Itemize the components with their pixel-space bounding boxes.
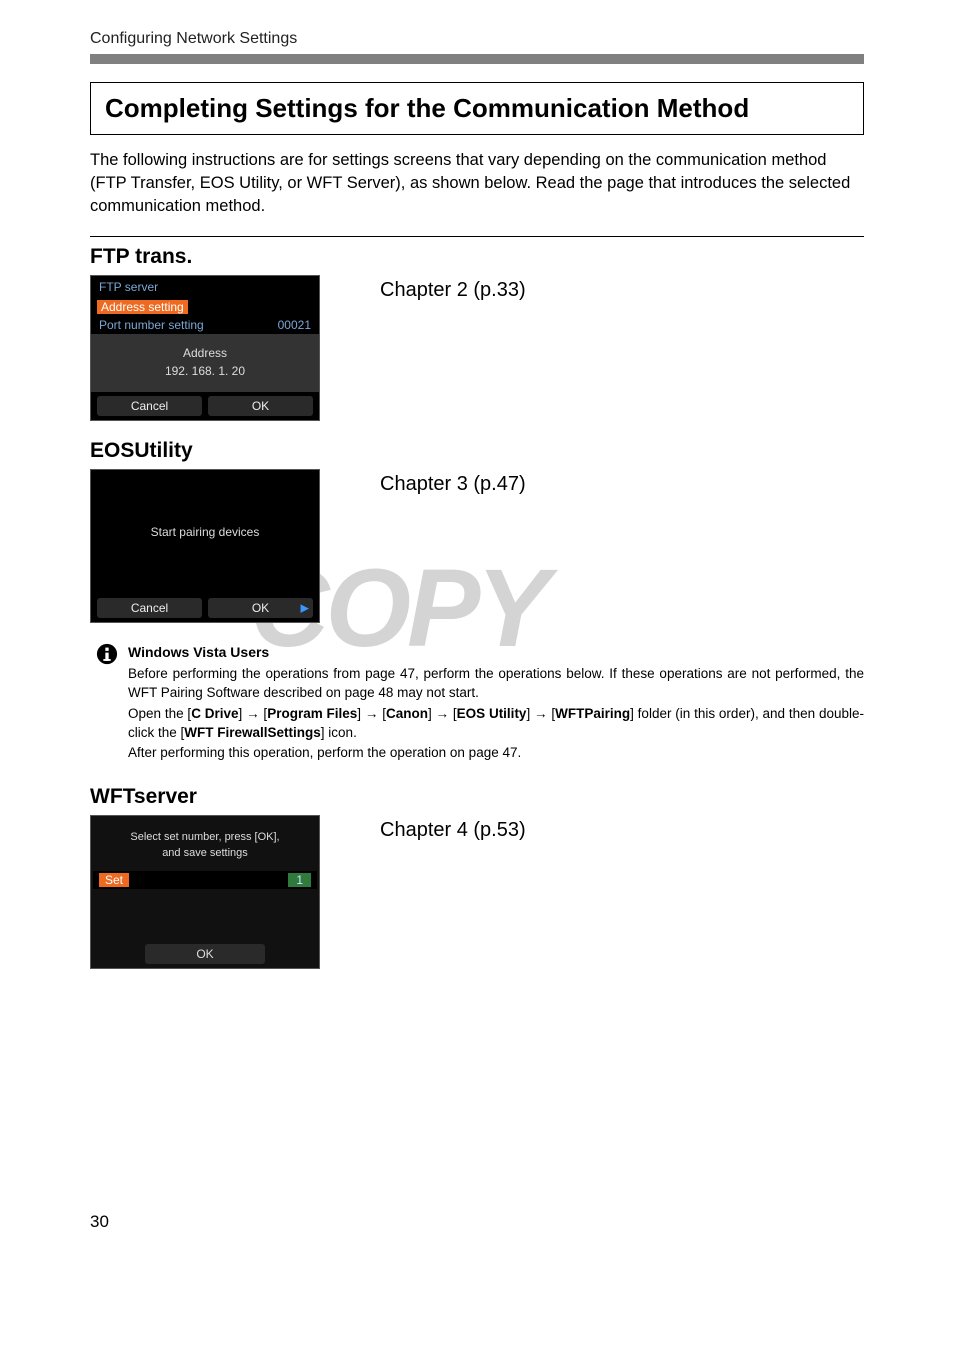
ftp-address-mid: Address 192. 168. 1. 20	[91, 334, 319, 392]
eos-msg: Start pairing devices	[91, 470, 319, 594]
ftp-address-setting-label: Address setting	[97, 300, 188, 314]
page-number: 30	[90, 1212, 109, 1232]
chain-4: WFTPairing	[555, 706, 630, 721]
ftp-screenshot: FTP server Address setting Port number s…	[90, 275, 320, 421]
wft-set-row: Set 1	[93, 871, 317, 889]
ftp-chapter-ref: Chapter 2 (p.33)	[380, 275, 526, 302]
page: Configuring Network Settings Completing …	[0, 0, 954, 1027]
eos-chapter-ref: Chapter 3 (p.47)	[380, 469, 526, 496]
wft-fill	[91, 889, 319, 940]
wft-set-num: 1	[288, 873, 311, 887]
ftp-address-setting-row: Address setting	[91, 298, 319, 316]
ftp-address-val: 192. 168. 1. 20	[91, 362, 319, 380]
vista-p1: Before performing the operations from pa…	[128, 665, 864, 703]
wft-chapter-ref: Chapter 4 (p.53)	[380, 815, 526, 842]
chain-2: Canon	[386, 706, 428, 721]
ftp-port-row: Port number setting 00021	[91, 316, 319, 334]
eos-screenshot: Start pairing devices Cancel OK ▶	[90, 469, 320, 623]
vista-info-body: Windows Vista Users Before performing th…	[128, 643, 864, 765]
wft-row: Select set number, press [OK], and save …	[90, 815, 864, 969]
chain-0: C Drive	[191, 706, 238, 721]
eos-button-row: Cancel OK ▶	[91, 594, 319, 622]
wft-heading: WFTserver	[90, 785, 864, 809]
vista-info-box: Windows Vista Users Before performing th…	[90, 643, 864, 765]
ftp-port-label: Port number setting	[99, 318, 204, 332]
wft-ok-button[interactable]: OK	[145, 944, 265, 964]
ftp-title: FTP server	[91, 276, 319, 298]
header-path: Configuring Network Settings	[90, 30, 864, 48]
vista-icon-name: WFT FirewallSettings	[184, 725, 321, 740]
ftp-port-value: 00021	[278, 318, 311, 332]
wft-ok-row: OK	[91, 940, 319, 968]
chain-1: Program Files	[267, 706, 357, 721]
ftp-row: FTP server Address setting Port number s…	[90, 275, 864, 421]
vista-p3: After performing this operation, perform…	[128, 744, 864, 763]
arrow-right-icon: ▶	[301, 602, 309, 615]
wft-screenshot: Select set number, press [OK], and save …	[90, 815, 320, 969]
eos-ok-label: OK	[252, 601, 269, 615]
eos-heading: EOSUtility	[90, 439, 864, 463]
wft-msg1: Select set number, press [OK],	[91, 830, 319, 845]
wft-msg: Select set number, press [OK], and save …	[91, 816, 319, 871]
info-icon	[96, 643, 118, 665]
page-title: Completing Settings for the Communicatio…	[105, 93, 849, 124]
wft-set-label: Set	[99, 873, 129, 887]
ftp-heading: FTP trans.	[90, 245, 864, 269]
ftp-button-row: Cancel OK	[91, 392, 319, 420]
ftp-address-lbl: Address	[91, 344, 319, 362]
vista-title: Windows Vista Users	[128, 643, 864, 663]
ftp-cancel-button[interactable]: Cancel	[97, 396, 202, 416]
header-bar	[90, 54, 864, 64]
chain-3: EOS Utility	[457, 706, 527, 721]
vista-p2: Open the [C Drive] → [Program Files] → […	[128, 705, 864, 743]
wft-msg2: and save settings	[91, 846, 319, 861]
vista-p2-prefix: Open the [	[128, 706, 191, 721]
intro-text: The following instructions are for setti…	[90, 149, 864, 218]
ftp-ok-button[interactable]: OK	[208, 396, 313, 416]
eos-cancel-button[interactable]: Cancel	[97, 598, 202, 618]
eos-row: Start pairing devices Cancel OK ▶ Chapte…	[90, 469, 864, 623]
rule	[90, 236, 864, 237]
title-block: Completing Settings for the Communicatio…	[90, 82, 864, 135]
vista-p2-end: ] icon.	[321, 725, 357, 740]
eos-ok-button[interactable]: OK ▶	[208, 598, 313, 618]
